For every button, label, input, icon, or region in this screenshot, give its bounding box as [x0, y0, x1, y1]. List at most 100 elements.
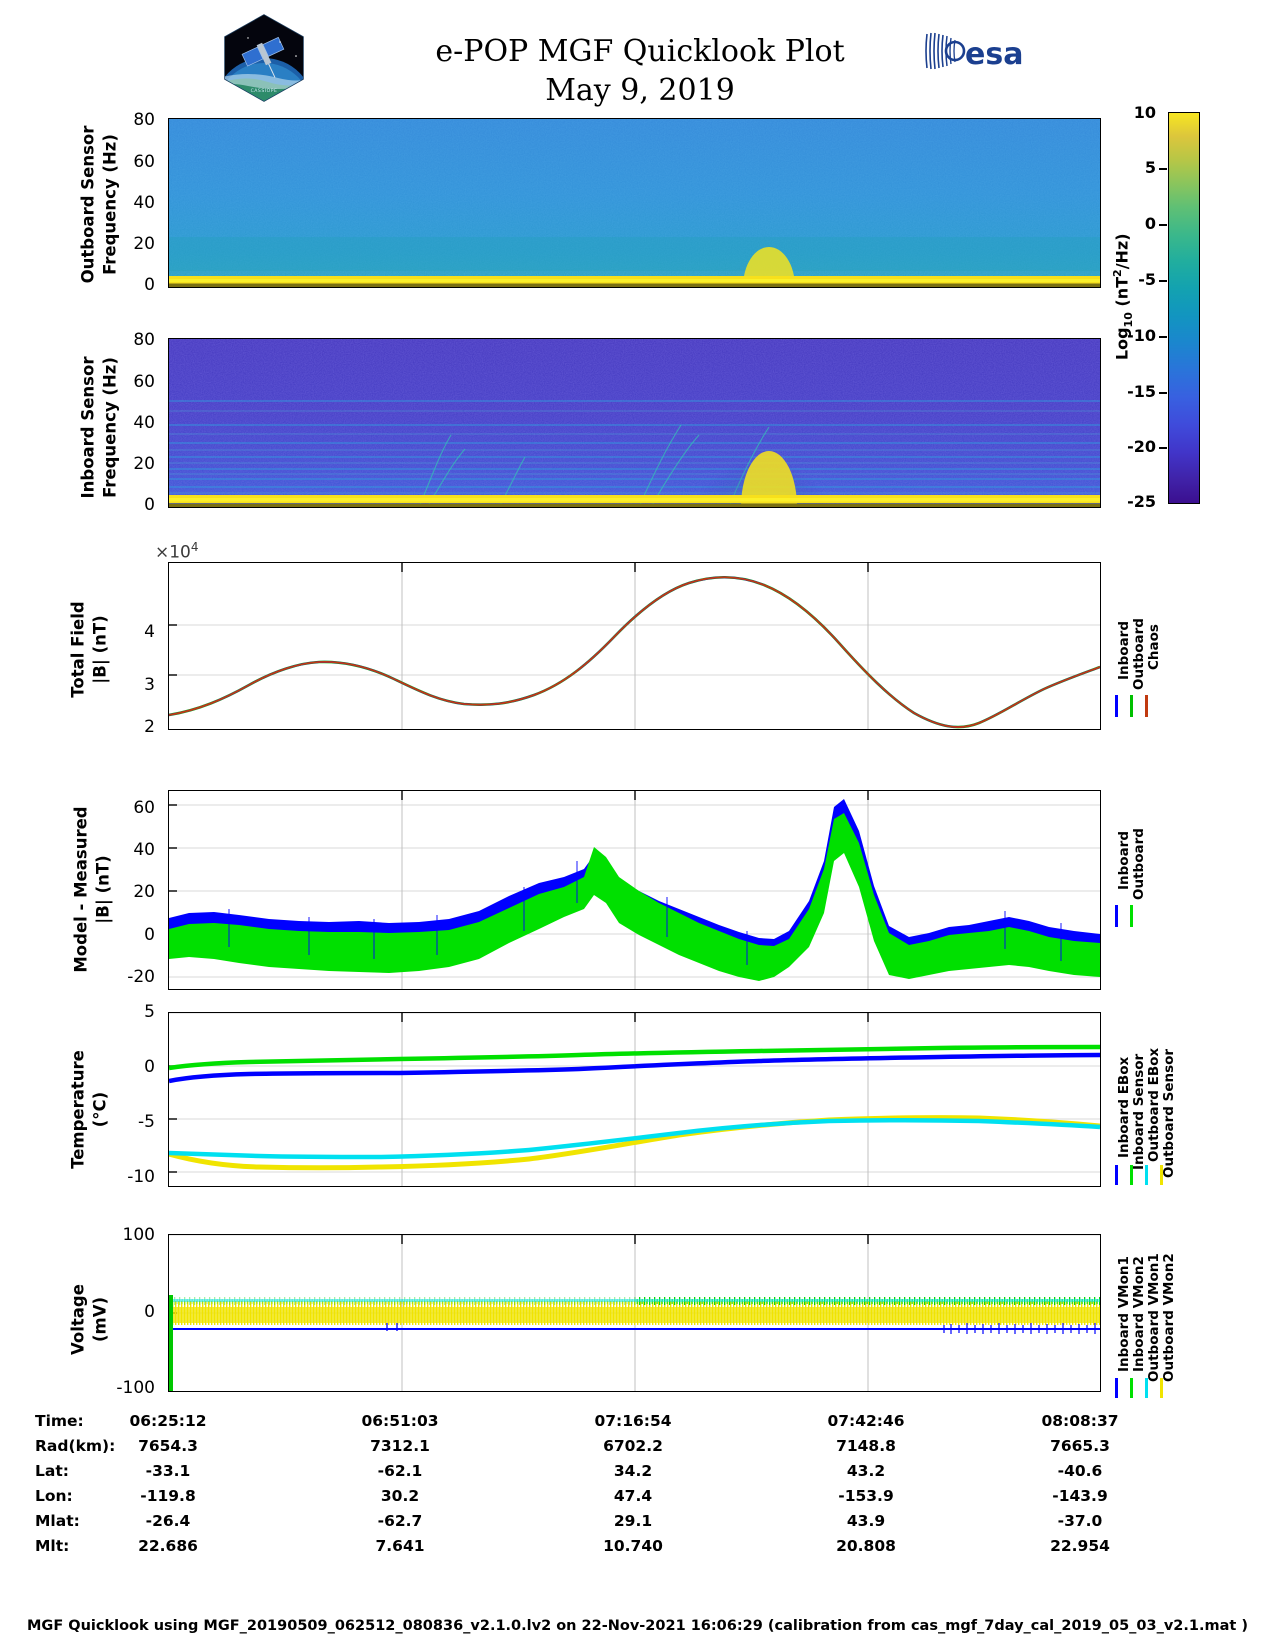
total-field-panel[interactable]: [168, 562, 1101, 730]
total-field-legend: Inboard Outboard Chaos: [1104, 560, 1168, 730]
mlat-col-1: -26.4: [145, 1512, 191, 1530]
inboard-spectrogram-panel[interactable]: [168, 338, 1101, 508]
legend-swatch-inboard-vmon1: [1115, 1378, 1118, 1398]
model-measured-legend: Inboard Outboard: [1104, 800, 1154, 950]
mlt-col-2: 7.641: [375, 1537, 425, 1555]
voltage-legend: Inboard VMon1 Inboard VMon2 Outboard VMo…: [1104, 1232, 1184, 1398]
mlat-col-5: -37.0: [1057, 1512, 1103, 1530]
colorbar-gradient: [1168, 112, 1200, 504]
legend-item-outboard-sensor: Outboard Sensor: [1161, 1048, 1177, 1178]
esa-wordmark: esa: [965, 37, 1023, 72]
time-col-1: 06:25:12: [129, 1412, 207, 1430]
legend-swatch-inboard-vmon2: [1130, 1378, 1133, 1398]
legend-swatch-outboard-sensor: [1160, 1165, 1163, 1185]
svg-text:CASSIOPE: CASSIOPE: [251, 88, 278, 94]
total-field-exponent: ×104: [155, 540, 199, 563]
outboard-spectrogram-panel[interactable]: [168, 118, 1101, 288]
mlt-col-5: 22.954: [1050, 1537, 1110, 1555]
rad-col-5: 7665.3: [1050, 1437, 1110, 1455]
rad-col-4: 7148.8: [836, 1437, 896, 1455]
legend-swatch-mm-outboard: [1130, 905, 1133, 927]
outboard-spectrogram-ylabel-line1: Outboard Sensor: [78, 125, 98, 284]
outboard-ytick-40: 40: [133, 193, 155, 213]
row-label-lat: Lat:: [35, 1462, 69, 1480]
time-col-5: 08:08:37: [1041, 1412, 1119, 1430]
rad-col-3: 6702.2: [603, 1437, 663, 1455]
total-field-ylabel-line1: Total Field: [68, 601, 88, 698]
total-field-plot: [169, 563, 1100, 729]
cassiope-mission-logo: CASSIOPE: [218, 12, 310, 104]
inboard-ytick-0: 0: [144, 495, 155, 515]
legend-swatch-mm-inboard: [1115, 905, 1118, 927]
voltage-plot: [169, 1235, 1100, 1391]
legend-item-mm-inboard: Inboard: [1116, 830, 1132, 890]
mm-ytick-20: 20: [133, 882, 155, 902]
legend-item-outboard-ebox: Outboard EBox: [1146, 1047, 1162, 1162]
rad-col-2: 7312.1: [370, 1437, 430, 1455]
legend-item-inboard-sensor: Inboard Sensor: [1131, 1053, 1147, 1170]
lon-col-1: -119.8: [140, 1487, 196, 1505]
title-line-2: May 9, 2019: [545, 73, 735, 108]
mlat-col-3: 29.1: [613, 1512, 653, 1530]
table-row-rad: Rad(km): 7654.3 7312.1 6702.2 7148.8 766…: [0, 1437, 1275, 1462]
temp-ytick-m5: -5: [138, 1112, 155, 1132]
legend-item-inboard: Inboard: [1116, 620, 1132, 680]
table-row-time: Time: 06:25:12 06:51:03 07:16:54 07:42:4…: [0, 1412, 1275, 1437]
table-row-mlat: Mlat: -26.4 -62.7 29.1 43.9 -37.0: [0, 1512, 1275, 1537]
row-label-lon: Lon:: [35, 1487, 73, 1505]
ephemeris-table: Time: 06:25:12 06:51:03 07:16:54 07:42:4…: [0, 1412, 1275, 1562]
legend-item-inboard-ebox: Inboard EBox: [1116, 1056, 1132, 1158]
legend-swatch-outboard-vmon1: [1145, 1378, 1148, 1398]
total-field-ytick-3: 3: [144, 675, 155, 695]
voltage-panel[interactable]: [168, 1234, 1101, 1392]
legend-swatch-inboard-sensor: [1130, 1165, 1133, 1185]
footer-provenance: MGF Quicklook using MGF_20190509_062512_…: [26, 1618, 1248, 1634]
temp-ytick-5: 5: [144, 1002, 155, 1022]
rad-col-1: 7654.3: [138, 1437, 198, 1455]
model-measured-ylabel-line1: Model - Measured: [71, 806, 91, 973]
legend-item-mm-outboard: Outboard: [1131, 828, 1147, 900]
title-line-1: e-POP MGF Quicklook Plot: [435, 34, 845, 69]
mlat-col-4: 43.9: [846, 1512, 886, 1530]
legend-item-chaos: Chaos: [1146, 624, 1162, 670]
total-field-ytick-2: 2: [144, 717, 155, 737]
model-measured-panel[interactable]: [168, 790, 1101, 990]
mm-ytick-0: 0: [144, 925, 155, 945]
lon-col-2: 30.2: [380, 1487, 420, 1505]
mlat-col-2: -62.7: [377, 1512, 423, 1530]
time-col-3: 07:16:54: [594, 1412, 672, 1430]
colorbar-axis-label: Log10 (nT2/Hz): [1111, 233, 1135, 361]
legend-item-outboard-vmon1: Outboard VMon1: [1146, 1253, 1162, 1382]
legend-swatch-chaos: [1145, 695, 1148, 717]
time-col-2: 06:51:03: [361, 1412, 439, 1430]
mm-ytick-m20: -20: [127, 967, 155, 987]
legend-swatch-outboard-ebox: [1145, 1165, 1148, 1185]
outboard-ytick-60: 60: [133, 152, 155, 172]
mlt-col-1: 22.686: [138, 1537, 198, 1555]
row-label-rad: Rad(km):: [35, 1437, 116, 1455]
page-title: e-POP MGF Quicklook Plot May 9, 2019: [300, 32, 980, 110]
temp-ytick-m10: -10: [127, 1167, 155, 1187]
volt-ytick-100: 100: [122, 1225, 155, 1245]
temperature-panel[interactable]: [168, 1012, 1101, 1187]
temperature-legend: Inboard EBox Inboard Sensor Outboard EBo…: [1104, 1010, 1184, 1188]
lon-col-3: 47.4: [613, 1487, 653, 1505]
legend-item-outboard: Outboard: [1131, 618, 1147, 690]
lat-col-2: -62.1: [377, 1462, 423, 1480]
row-label-mlt: Mlt:: [35, 1537, 70, 1555]
lat-col-1: -33.1: [145, 1462, 191, 1480]
outboard-ytick-20: 20: [133, 234, 155, 254]
temperature-ylabel-line1: Temperature: [68, 1050, 88, 1169]
volt-ytick-m100: -100: [116, 1378, 155, 1398]
volt-ytick-0: 0: [144, 1302, 155, 1322]
outboard-ytick-0: 0: [144, 275, 155, 295]
lon-col-4: -153.9: [838, 1487, 894, 1505]
legend-swatch-outboard: [1130, 695, 1133, 717]
temp-ytick-0: 0: [144, 1057, 155, 1077]
legend-item-inboard-vmon1: Inboard VMon1: [1116, 1256, 1132, 1372]
mm-ytick-60: 60: [133, 798, 155, 818]
time-col-4: 07:42:46: [827, 1412, 905, 1430]
table-row-mlt: Mlt: 22.686 7.641 10.740 20.808 22.954: [0, 1537, 1275, 1562]
mlt-col-3: 10.740: [603, 1537, 663, 1555]
